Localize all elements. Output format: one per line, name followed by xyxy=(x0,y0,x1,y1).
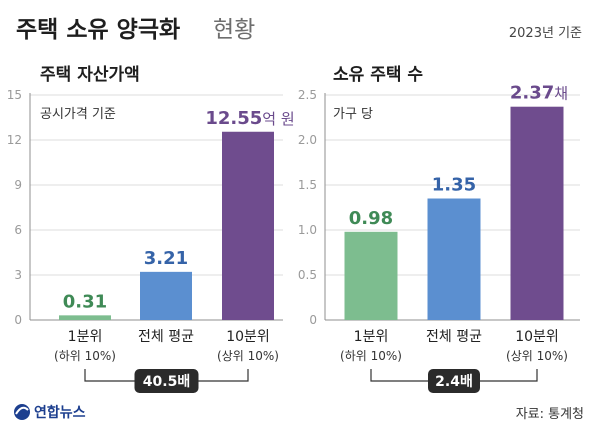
bar xyxy=(344,231,398,320)
logo-text: 연합뉴스 xyxy=(34,404,86,421)
category-sublabel: (상위 10%) xyxy=(217,349,279,363)
y-tick-label: 2.0 xyxy=(298,133,317,147)
category-label: 1분위 xyxy=(354,329,389,345)
panel-title-houses: 소유 주택 수 xyxy=(333,65,423,85)
bar xyxy=(427,198,481,320)
bar xyxy=(140,271,192,320)
y-tick-label: 0 xyxy=(14,313,22,327)
y-tick-label: 0.5 xyxy=(298,268,317,282)
plots-layer: 0 3 6 9 12 15 0.31 1분위 (하위 10%) 3.21 전체 평균 12.55억 원… xyxy=(7,83,580,393)
bar xyxy=(222,131,274,320)
page-subtitle: 현황 xyxy=(213,17,255,43)
ratio-badge xyxy=(134,369,199,393)
ratio-label: 2.4배 xyxy=(435,374,473,390)
panel-title-assets: 주택 자산가액 xyxy=(40,65,140,85)
category-label: 10분위 xyxy=(515,329,559,345)
y-tick-label: 15 xyxy=(7,88,22,102)
category-label: 10분위 xyxy=(226,329,270,345)
bar xyxy=(59,315,111,320)
y-tick-label: 1.5 xyxy=(298,178,317,192)
y-tick-label: 3 xyxy=(14,268,22,282)
yonhap-logo: 연합뉴스 xyxy=(14,404,86,421)
source-label: 자료: 통계청 xyxy=(516,407,584,422)
data-label: 1.35 xyxy=(432,175,476,196)
basis-date: 2023년 기준 xyxy=(509,26,582,41)
data-label: 0.31 xyxy=(63,291,107,312)
category-sublabel: (상위 10%) xyxy=(506,349,568,363)
data-label: 3.21 xyxy=(144,248,188,269)
bar xyxy=(510,106,564,320)
unit-note-houses: 가구 당 xyxy=(333,107,373,122)
category-sublabel: (하위 10%) xyxy=(54,349,116,363)
ratio-badge xyxy=(428,369,480,393)
page-title: 주택 소유 양극화 xyxy=(16,17,180,43)
data-label: 0.98 xyxy=(349,208,393,229)
y-tick-label: 6 xyxy=(14,223,22,237)
ratio-label: 40.5배 xyxy=(143,374,190,390)
y-tick-label: 0 xyxy=(309,313,317,327)
data-label: 2.37채 xyxy=(510,83,568,104)
category-label: 전체 평균 xyxy=(138,329,194,345)
category-label: 전체 평균 xyxy=(426,329,482,345)
y-tick-label: 12 xyxy=(7,133,22,147)
y-tick-label: 9 xyxy=(14,178,22,192)
y-tick-label: 2.5 xyxy=(298,88,317,102)
category-sublabel: (하위 10%) xyxy=(340,349,402,363)
unit-note-assets: 공시가격 기준 xyxy=(40,107,116,122)
data-label: 12.55억 원 xyxy=(205,108,294,129)
y-tick-label: 1.0 xyxy=(298,223,317,237)
category-label: 1분위 xyxy=(68,329,103,345)
